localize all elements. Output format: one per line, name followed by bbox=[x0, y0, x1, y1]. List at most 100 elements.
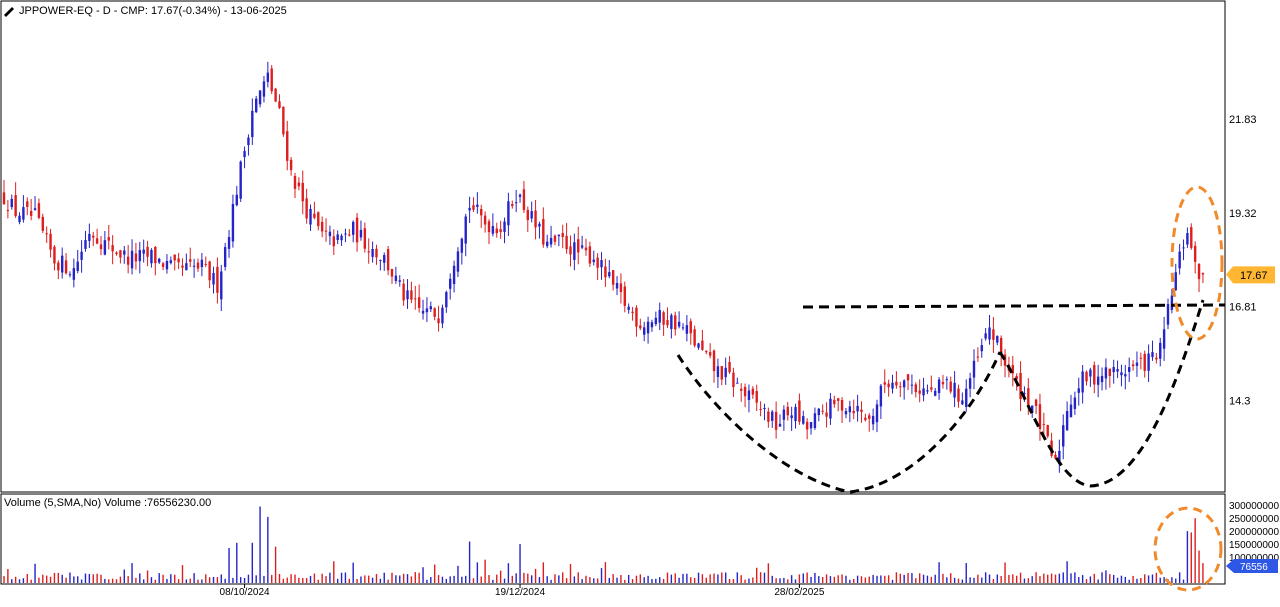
candle-body bbox=[6, 210, 10, 212]
candle-body bbox=[549, 237, 553, 245]
candle-body bbox=[561, 232, 564, 237]
candle-body bbox=[767, 411, 770, 422]
candle-body bbox=[328, 231, 332, 237]
candle-body bbox=[693, 329, 696, 346]
candle-body bbox=[394, 275, 398, 281]
candle-body bbox=[805, 421, 809, 430]
candle-body bbox=[996, 335, 999, 343]
volume-tick-label: 100000000.0 bbox=[1229, 553, 1280, 564]
candle-body bbox=[809, 422, 813, 429]
candle-body bbox=[507, 201, 510, 226]
candle-body bbox=[871, 415, 875, 425]
candle-body bbox=[557, 234, 561, 237]
volume-tick-label: 200000000.0 bbox=[1229, 527, 1280, 538]
candle-body bbox=[375, 248, 378, 258]
candle-body bbox=[398, 280, 401, 282]
candle-body bbox=[227, 237, 231, 249]
candle-body bbox=[712, 350, 716, 372]
candle-body bbox=[984, 333, 987, 339]
candle-body bbox=[1124, 374, 1127, 377]
candle-body bbox=[84, 239, 87, 249]
candle-body bbox=[864, 417, 867, 421]
candle-body bbox=[402, 283, 405, 301]
resistance-line bbox=[802, 303, 1226, 309]
candle-body bbox=[728, 362, 731, 373]
candle-body bbox=[518, 194, 522, 197]
candle-body bbox=[1038, 404, 1042, 430]
candle-body bbox=[553, 235, 557, 242]
candle-body bbox=[724, 367, 727, 378]
candle-body bbox=[286, 131, 289, 161]
candle-body bbox=[379, 260, 382, 262]
candle-body bbox=[386, 249, 390, 271]
candle-body bbox=[1108, 368, 1111, 377]
candle-body bbox=[410, 290, 413, 300]
candle-body bbox=[270, 68, 273, 92]
candles-layer bbox=[2, 61, 1205, 473]
candle-body bbox=[445, 292, 448, 308]
candle-body bbox=[80, 251, 83, 260]
candle-body bbox=[297, 182, 301, 187]
candle-body bbox=[255, 98, 258, 113]
candle-body bbox=[107, 237, 110, 241]
candle-body bbox=[68, 274, 72, 276]
candle-body bbox=[631, 311, 634, 314]
candle-body bbox=[968, 378, 972, 389]
candle-body bbox=[530, 211, 533, 219]
candle-body bbox=[833, 399, 836, 405]
candle-body bbox=[1147, 353, 1150, 371]
volume-panel-frame bbox=[0, 493, 1226, 585]
candle-body bbox=[976, 356, 980, 358]
candle-body bbox=[1093, 365, 1096, 385]
pencil-icon[interactable] bbox=[4, 7, 14, 17]
candle-body bbox=[130, 250, 134, 269]
candle-body bbox=[705, 350, 708, 353]
candle-body bbox=[934, 390, 937, 396]
candle-body bbox=[1186, 233, 1189, 245]
candle-body bbox=[957, 388, 960, 402]
candle-body bbox=[848, 406, 852, 413]
candle-body bbox=[53, 246, 56, 264]
candle-body bbox=[611, 270, 615, 285]
candle-body bbox=[1178, 251, 1181, 269]
candle-body bbox=[615, 282, 619, 289]
candle-body bbox=[220, 271, 223, 300]
candle-body bbox=[708, 352, 712, 356]
candle-body bbox=[468, 207, 471, 211]
candle-body bbox=[918, 390, 921, 394]
candle-body bbox=[363, 228, 367, 249]
candle-body bbox=[883, 382, 886, 385]
candle-body bbox=[483, 215, 487, 225]
current-price-label: 17.67 bbox=[1240, 270, 1268, 282]
candle-body bbox=[965, 388, 968, 407]
candle-body bbox=[662, 312, 665, 325]
candle-body bbox=[1011, 365, 1014, 374]
candle-body bbox=[740, 388, 743, 391]
candle-body bbox=[1174, 272, 1177, 291]
candle-body bbox=[782, 409, 786, 420]
candle-body bbox=[433, 308, 436, 317]
candle-body bbox=[546, 241, 549, 247]
candle-body bbox=[491, 226, 495, 234]
cup-left bbox=[676, 351, 1002, 494]
candle-body bbox=[266, 72, 270, 82]
candle-body bbox=[344, 233, 347, 235]
candle-body bbox=[608, 272, 611, 277]
candle-body bbox=[677, 321, 681, 327]
candle-body bbox=[169, 260, 173, 264]
candle-body bbox=[406, 290, 409, 300]
candle-body bbox=[961, 400, 964, 405]
candle-body bbox=[258, 90, 262, 105]
candle-body bbox=[278, 101, 281, 108]
candle-body bbox=[111, 245, 114, 252]
price-tick-label: 16.81 bbox=[1229, 302, 1257, 314]
candle-body bbox=[126, 256, 130, 265]
candle-body bbox=[736, 382, 739, 384]
candle-body bbox=[1190, 227, 1193, 248]
candle-body bbox=[856, 405, 859, 412]
candle-body bbox=[150, 249, 153, 264]
candle-body bbox=[771, 411, 774, 421]
candle-body bbox=[26, 201, 29, 207]
candle-body bbox=[309, 208, 312, 225]
